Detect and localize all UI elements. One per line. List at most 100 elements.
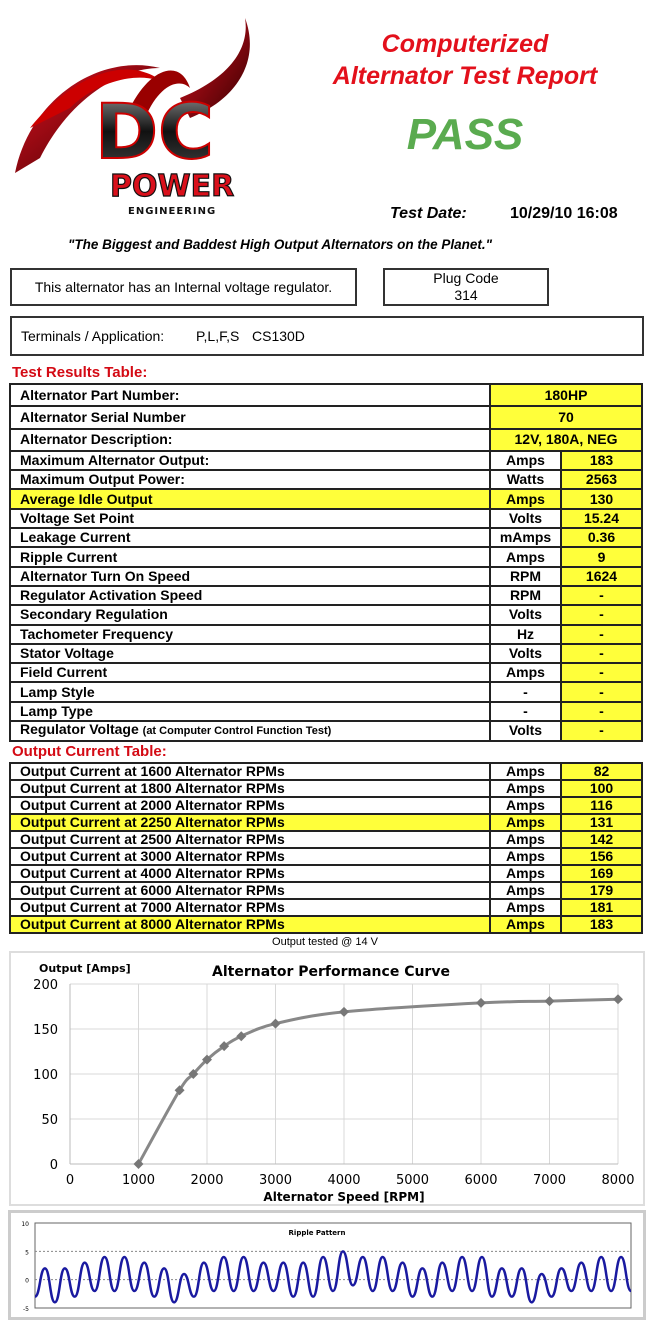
row-label: Field Current [9,662,491,684]
row-value-text: 9 [597,548,606,565]
row-value-text: 0.36 [587,529,616,546]
row-value: 12V, 180A, NEG [489,427,643,452]
row-unit: mAmps [489,527,562,549]
row-value: 156 [560,847,643,866]
x-tick-label: 0 [66,1173,74,1188]
x-tick-label: 7000 [533,1173,566,1188]
row-label-text: Average Idle Output [20,490,153,507]
row-unit-text: RPM [509,567,542,584]
row-unit-text: Amps [506,664,545,681]
y-tick-label: 5 [25,1249,29,1256]
row-unit-text: Amps [506,452,545,469]
row-label-text: Output Current at 2500 Alternator RPMs [20,831,285,847]
row-label: Output Current at 1600 Alternator RPMs [9,762,491,781]
report-title-line2: Alternator Test Report [332,62,598,90]
table-row: Output Current at 2250 Alternator RPMs Am… [9,813,643,832]
row-label-text: Regulator Activation Speed [20,587,203,604]
y-axis-label: Output [Amps] [39,962,131,975]
row-label: Output Current at 1800 Alternator RPMs [9,779,491,798]
row-value-text: 142 [589,831,614,847]
row-unit: Amps [489,847,562,866]
row-unit-text: - [523,702,528,719]
table-row: Alternator Serial Number 70 [9,405,643,430]
row-value: - [560,584,643,607]
row-value-text: 12V, 180A, NEG [514,431,618,448]
data-point-marker [339,1006,349,1017]
row-label-text: Regulator Voltage [20,721,139,738]
ripple-chart-box: -5 0 5 10 Ripple Pattern [8,1210,646,1320]
row-label: Stator Voltage [9,642,491,665]
row-value: - [560,720,643,742]
row-value-text: - [599,722,604,739]
x-tick-label: 4000 [327,1173,360,1188]
row-label: Output Current at 7000 Alternator RPMs [9,898,491,917]
data-point-marker [188,1069,199,1079]
row-label-text: Maximum Output Power: [20,471,185,488]
row-unit: - [489,681,562,703]
row-value: 179 [560,881,643,900]
row-label: Output Current at 6000 Alternator RPMs [9,881,491,900]
row-label: Output Current at 2500 Alternator RPMs [9,830,491,849]
table-row: Output Current at 8000 Alternator RPMs Am… [9,915,643,934]
row-value-text: 131 [589,814,614,830]
row-label-text: Leakage Current [20,529,131,546]
row-value-text: - [599,625,604,642]
data-point-marker [613,994,623,1005]
plug-code-value: 314 [454,287,478,303]
row-label: Output Current at 2250 Alternator RPMs [9,813,491,832]
ripple-line [34,1250,633,1304]
row-value: - [560,623,643,645]
row-value: 82 [560,762,643,781]
row-unit: Amps [489,813,562,832]
row-label: Maximum Output Power: [9,469,491,491]
table-row: Secondary Regulation Volts - [9,604,643,626]
y-tick-label: 0 [25,1278,29,1285]
row-label-text: Lamp Type [20,702,93,719]
y-tick-label: 0 [50,1158,58,1173]
row-value: 181 [560,898,643,917]
row-value-text: 130 [589,490,614,507]
table-row: Output Current at 1800 Alternator RPMs Am… [9,779,643,798]
terminals-value: P,L,F,S [196,328,240,344]
x-tick-label: 8000 [601,1173,634,1188]
row-value: 131 [560,813,643,832]
row-unit: Volts [489,642,562,665]
row-value-text: 183 [589,916,614,932]
x-tick-label: 6000 [464,1173,497,1188]
tagline: "The Biggest and Baddest High Output Alt… [67,237,493,252]
row-value-text: 180HP [544,386,588,403]
x-tick-label: 3000 [259,1173,292,1188]
row-value: 183 [560,915,643,934]
row-label-text: Output Current at 2000 Alternator RPMs [20,797,285,813]
row-value-text: - [599,702,604,719]
row-value: 70 [489,405,643,430]
row-unit-text: Amps [506,780,545,796]
row-unit-text: Amps [506,848,545,864]
row-label-text: Secondary Regulation [20,606,168,623]
row-value: - [560,681,643,703]
row-value: - [560,604,643,626]
row-label: Alternator Part Number: [9,382,491,408]
table-row: Leakage Current mAmps 0.36 [9,527,643,549]
row-label: Regulator Voltage (at Computer Control F… [9,720,491,742]
row-label-text: Alternator Turn On Speed [20,567,191,584]
row-value-text: 1624 [585,567,618,584]
row-unit-text: Amps [506,831,545,847]
table-row: Average Idle Output Amps 130 [9,488,643,510]
plug-code-label: Plug Code [433,270,499,286]
row-unit: Amps [489,881,562,900]
table-row: Lamp Style - - [9,681,643,703]
table-row: Output Current at 2000 Alternator RPMs Am… [9,796,643,815]
row-label-text: Output Current at 4000 Alternator RPMs [20,865,285,881]
row-unit-text: Amps [506,797,545,813]
row-label: Voltage Set Point [9,507,491,530]
row-value: - [560,700,643,723]
row-label: Output Current at 8000 Alternator RPMs [9,915,491,934]
table-row: Alternator Part Number: 180HP [9,382,643,408]
row-value: - [560,642,643,665]
table-row: Regulator Activation Speed RPM - [9,584,643,607]
test-results-heading: Test Results Table: [12,364,148,381]
y-tick-label: 100 [33,1068,58,1083]
x-tick-label: 1000 [122,1173,155,1188]
row-unit-text: Volts [508,509,543,526]
